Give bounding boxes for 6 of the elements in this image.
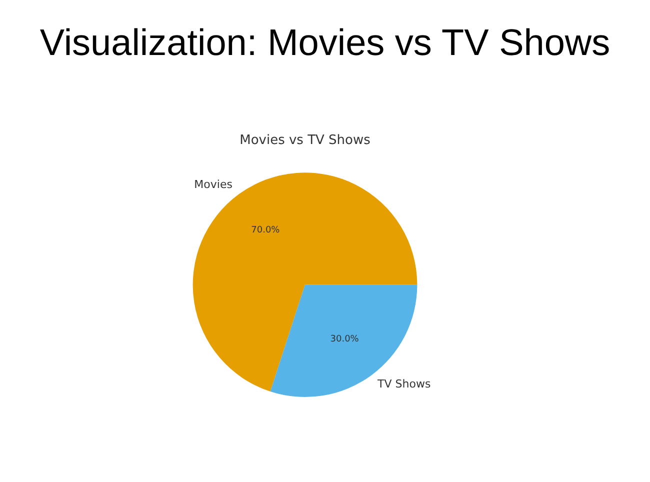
chart-title: Visualization: Movies vs TV Shows	[38, 22, 612, 64]
slice-label: TV Shows	[376, 378, 431, 391]
chart-subtitle: Movies vs TV Shows	[240, 133, 371, 148]
data-label: 70.0%	[251, 226, 280, 236]
slice-label: Movies	[194, 178, 233, 191]
data-label: 30.0%	[330, 334, 360, 345]
